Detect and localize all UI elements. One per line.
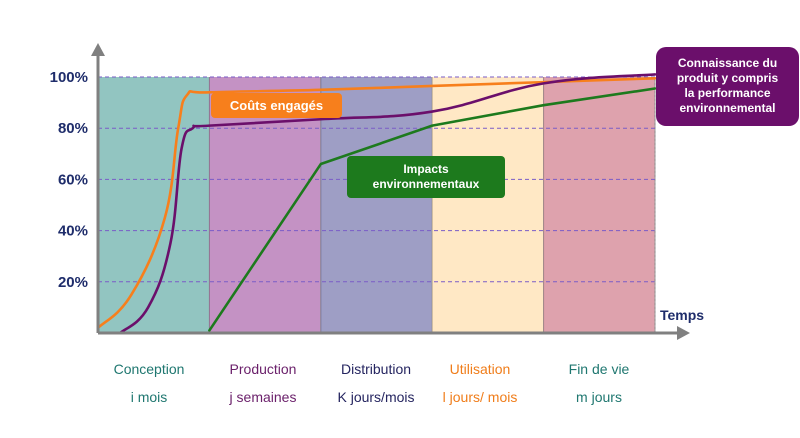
y-tick-label: 100% (50, 69, 88, 86)
y-tick-label: 20% (58, 274, 88, 291)
x-axis-arrow (677, 326, 690, 340)
y-tick-label: 40% (58, 223, 88, 240)
callout-impacts-environnementaux: Impacts environnementaux (347, 156, 505, 198)
phase-label-fin-de-vie: Fin de vie (568, 361, 630, 377)
callout-couts-engages: Coûts engagés (211, 93, 342, 118)
series-line-couts-engages (96, 76, 657, 330)
callout-connaissance-produit: Connaissance du produit y compris la per… (656, 47, 799, 126)
phase-duration-production: j semaines (229, 389, 297, 405)
callout-connaissance-line: Connaissance du (677, 56, 778, 70)
phase-band (98, 77, 210, 333)
callout-connaissance-line: produit y compris (676, 71, 779, 85)
phase-band (432, 77, 544, 333)
series-lines (96, 73, 657, 335)
phase-band (320, 77, 433, 333)
phase-label-conception: Conception (113, 361, 185, 377)
y-tick-label: 60% (58, 171, 88, 188)
series-line-impacts-environnementaux (208, 87, 657, 332)
phase-duration-distribution: K jours/mois (337, 389, 415, 405)
phase-band (543, 77, 655, 333)
x-axis-label: Temps (660, 307, 705, 323)
y-axis-arrow (91, 43, 105, 56)
phase-bands (98, 77, 656, 333)
y-tick-label: 80% (58, 120, 88, 137)
callout-couts-engages-text: Coûts engagés (229, 98, 324, 113)
callout-connaissance-line: la performance (684, 86, 771, 100)
callout-impacts-line: environnementaux (372, 177, 480, 191)
series-line-connaissance-produit (118, 73, 657, 335)
axes (91, 43, 690, 340)
callout-impacts-line: Impacts (403, 162, 449, 176)
phase-label-distribution: Distribution (340, 361, 412, 377)
phase-label-utilisation: Utilisation (449, 361, 511, 377)
phase-label-production: Production (229, 361, 297, 377)
y-tick-labels: 100% 80% 60% 40% 20% (50, 69, 88, 291)
phase-duration-conception: i mois (130, 389, 168, 405)
callout-connaissance-line: environnemental (679, 101, 776, 115)
phase-duration-fin-de-vie: m jours (576, 389, 622, 405)
phase-duration-utilisation: l jours/ mois (442, 389, 518, 405)
